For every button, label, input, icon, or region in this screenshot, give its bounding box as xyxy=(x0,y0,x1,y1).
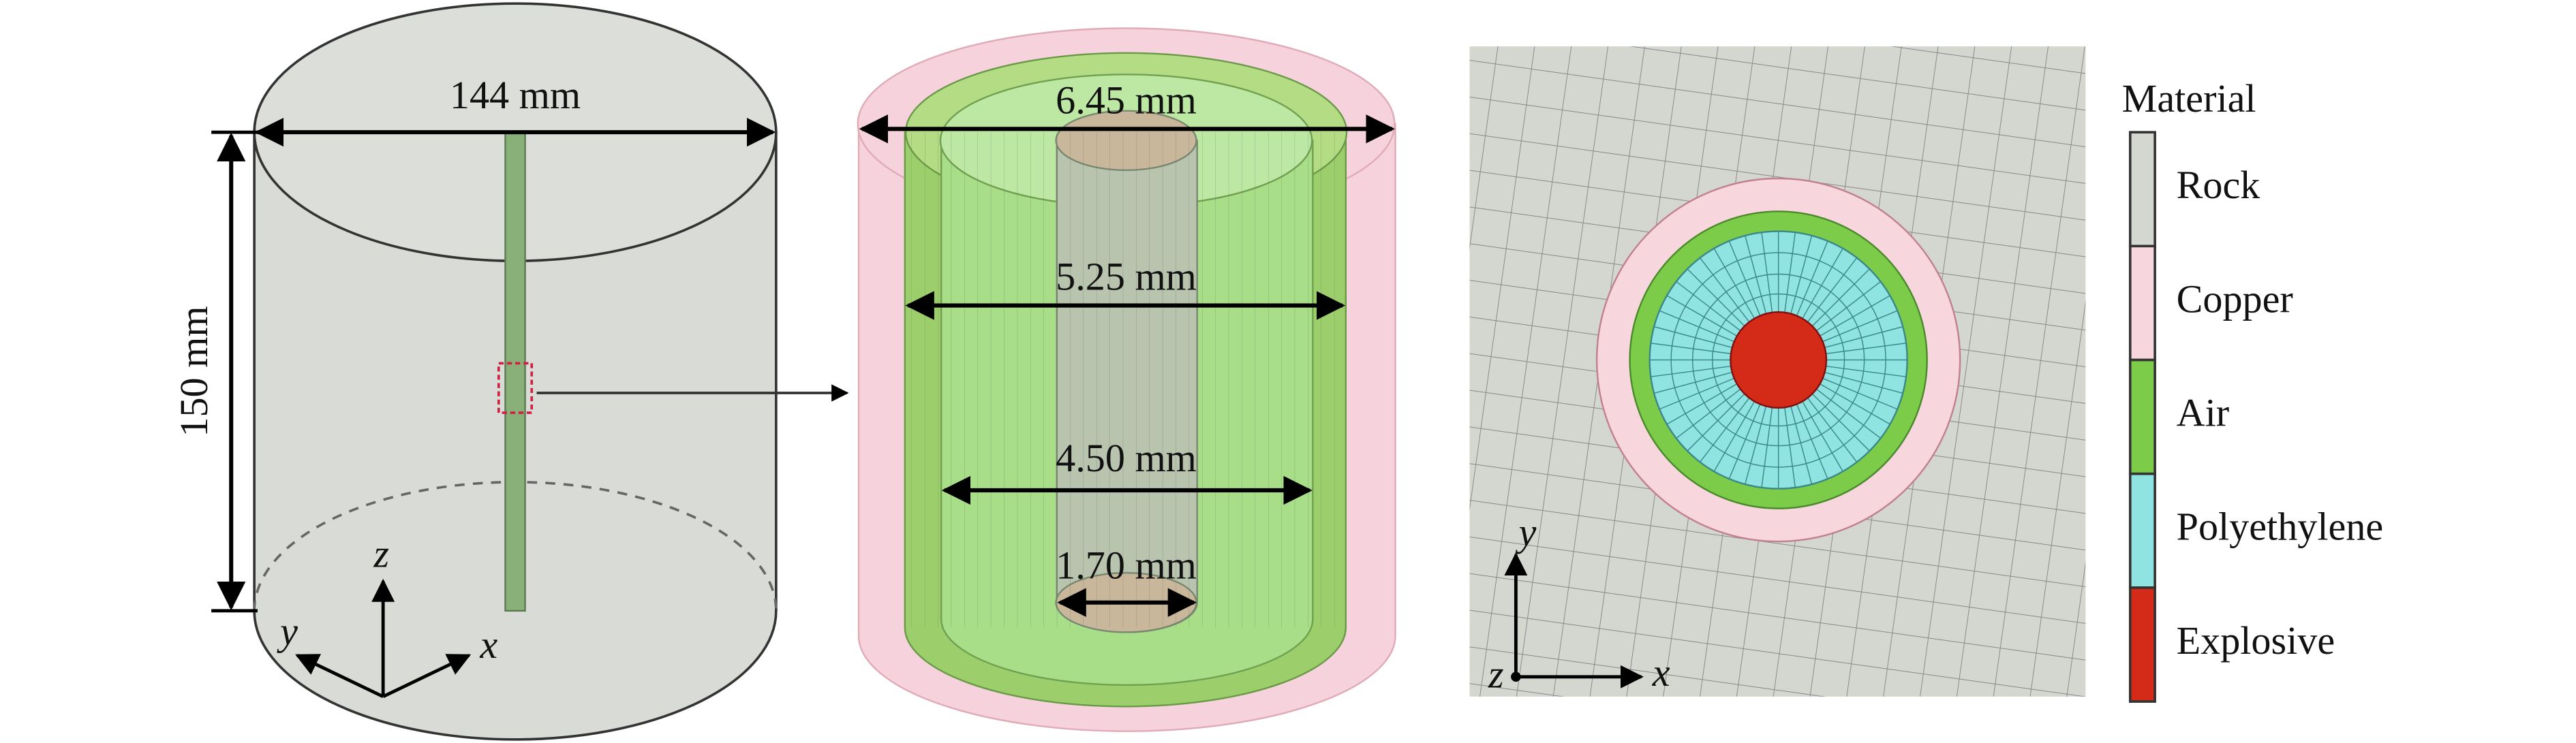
mesh-line xyxy=(1796,240,1828,316)
mesh-line xyxy=(1811,393,1870,452)
mesh-line xyxy=(1761,407,1773,488)
legend-swatch xyxy=(2128,586,2156,703)
legend-label: Explosive xyxy=(2177,618,2335,663)
rock-cylinder xyxy=(211,2,849,741)
mesh-line xyxy=(1666,295,1738,337)
mesh-line xyxy=(1713,401,1755,472)
legend-label: Polyethylene xyxy=(2177,505,2384,549)
mesh-line xyxy=(1687,393,1745,452)
diameter-label: 144 mm xyxy=(450,73,581,117)
mesh-line xyxy=(1659,377,1735,410)
mesh-line xyxy=(1712,293,1845,427)
legend-title: Material xyxy=(2122,76,2256,121)
dimension-label: 6.45 mm xyxy=(1056,78,1197,122)
mesh-line xyxy=(1651,365,1732,377)
mesh-line xyxy=(1790,406,1813,485)
mesh-line xyxy=(1653,326,1732,349)
mesh-line xyxy=(1745,235,1767,314)
mesh-line xyxy=(1824,372,1903,394)
mesh-line xyxy=(1826,365,1907,377)
axis-label: z xyxy=(373,532,389,576)
mesh-line xyxy=(1670,252,1886,468)
mesh-line xyxy=(1807,397,1858,462)
mesh-line xyxy=(1824,326,1903,349)
dimension-label: 1.70 mm xyxy=(1056,543,1197,588)
mesh-line xyxy=(1790,235,1813,314)
mesh-line xyxy=(1700,397,1750,462)
mesh-line xyxy=(1811,268,1870,327)
legend-swatch xyxy=(2128,131,2156,248)
mesh-line xyxy=(1761,232,1773,313)
legend-label: Rock xyxy=(2177,163,2261,207)
mesh-line xyxy=(1687,268,1745,327)
axis-label: y xyxy=(277,610,298,654)
mesh-line xyxy=(1822,310,1898,343)
axis-label: y xyxy=(1515,510,1536,554)
mesh-line xyxy=(1653,372,1732,394)
mesh-line xyxy=(1745,406,1767,485)
mesh-line xyxy=(1666,383,1738,425)
mesh-line xyxy=(1728,404,1761,479)
dimension-label: 4.50 mm xyxy=(1056,436,1197,480)
mesh-line xyxy=(1676,388,1741,439)
legend: Rock Copper Air Polyethylene Explosive xyxy=(2128,131,2384,703)
mesh-line xyxy=(1802,401,1843,472)
mesh-section xyxy=(1469,46,2086,697)
mesh-line xyxy=(1796,404,1828,479)
mesh-line xyxy=(1822,377,1898,410)
mesh-line xyxy=(1820,383,1890,425)
height-label: 150 mm xyxy=(172,306,216,437)
layered-cylinder xyxy=(857,27,1396,732)
mesh-line xyxy=(1826,343,1907,355)
mesh-line xyxy=(1691,273,1865,447)
mesh-line xyxy=(1802,248,1843,319)
mesh-line xyxy=(1659,310,1735,343)
mesh-line xyxy=(1820,295,1890,337)
axis-label: x xyxy=(479,622,497,667)
dimension-label: 5.25 mm xyxy=(1056,255,1197,299)
legend-swatch xyxy=(2128,244,2156,362)
mesh-line xyxy=(1651,343,1732,355)
mesh-line xyxy=(1815,281,1882,332)
legend-label: Copper xyxy=(2177,276,2293,321)
mesh-line xyxy=(1676,281,1741,332)
mesh-line xyxy=(1713,248,1755,319)
mesh-line xyxy=(1815,388,1882,439)
legend-label: Air xyxy=(2177,390,2230,434)
mesh-line xyxy=(1728,240,1761,316)
axis-label: x xyxy=(1652,650,1670,695)
legend-swatch xyxy=(2128,472,2156,589)
axis-label: z xyxy=(1488,652,1504,697)
mesh-line xyxy=(1700,257,1750,323)
mesh-line xyxy=(1784,232,1796,313)
mesh-line xyxy=(1807,257,1858,323)
mesh-line xyxy=(1784,407,1796,488)
legend-swatch xyxy=(2128,358,2156,475)
